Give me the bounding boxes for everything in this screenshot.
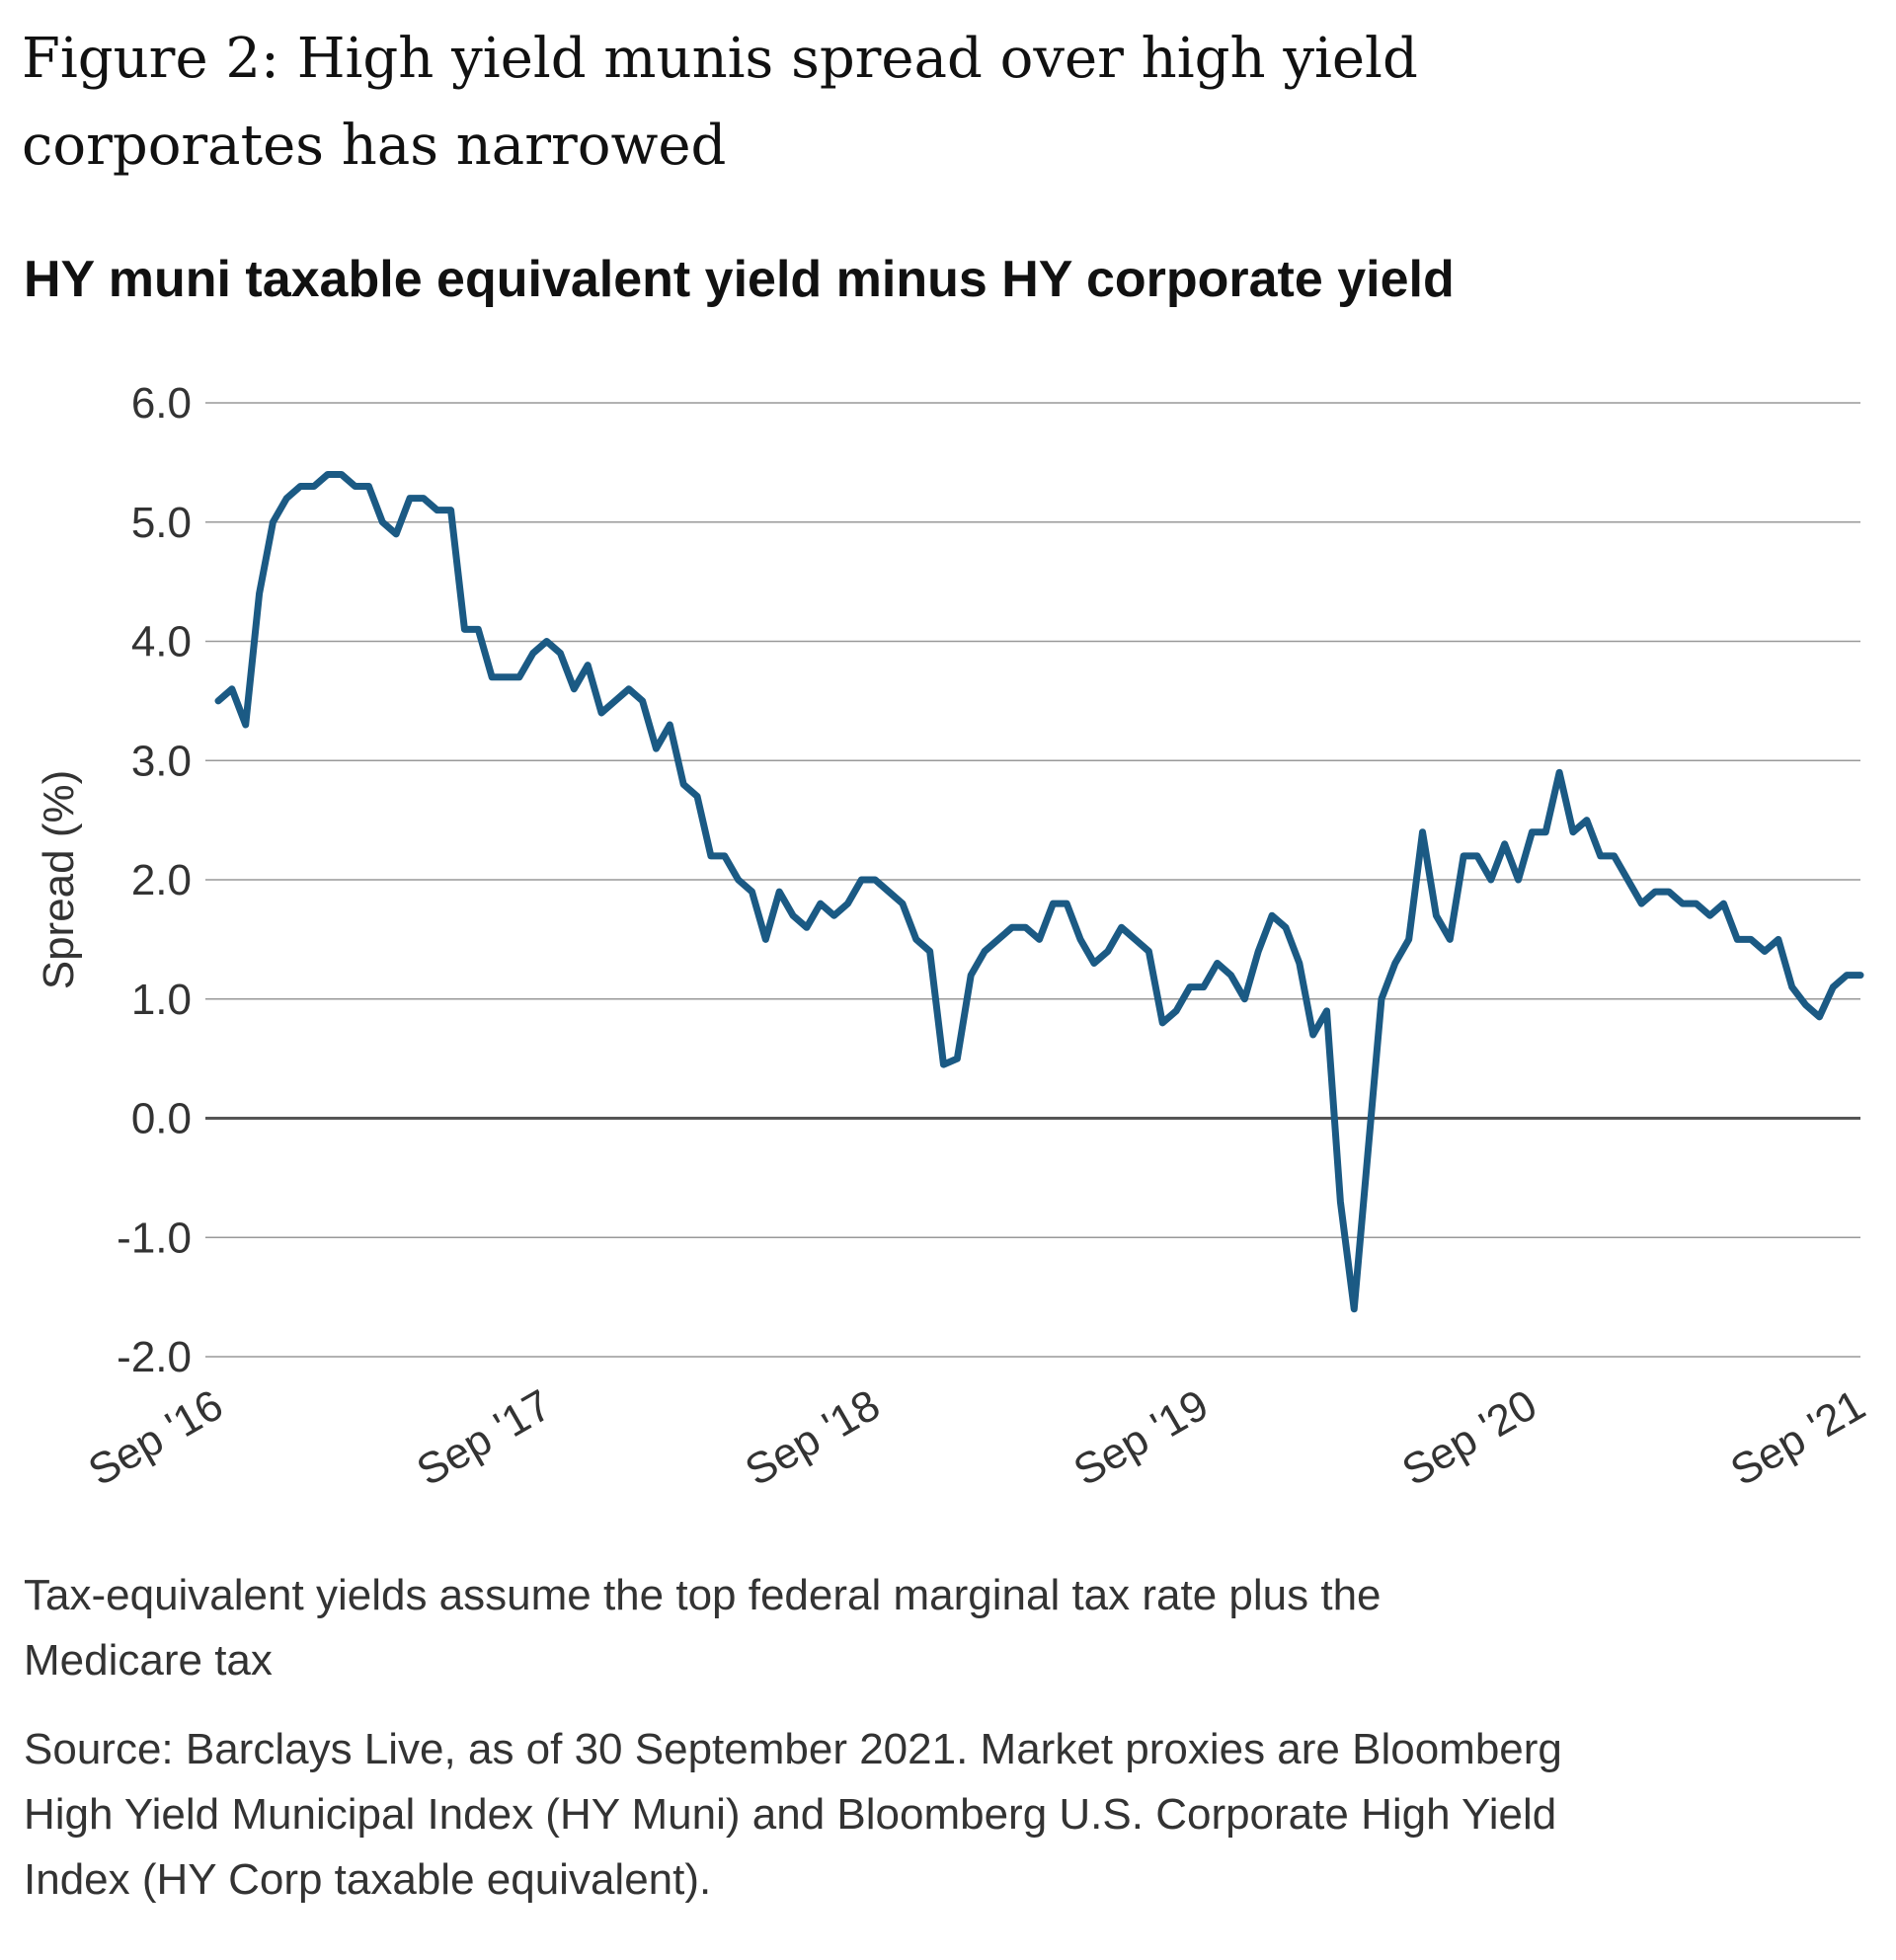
- chart-title: corporates has narrowed: [22, 114, 726, 178]
- x-tick-label: Sep '17: [409, 1380, 560, 1495]
- footnote: Source: Barclays Live, as of 30 Septembe…: [24, 1725, 1562, 1773]
- y-tick-label: 1.0: [131, 976, 192, 1024]
- footnote: Tax-equivalent yields assume the top fed…: [24, 1571, 1382, 1619]
- x-tick-label: Sep '20: [1394, 1380, 1545, 1495]
- y-tick-label: 4.0: [131, 618, 192, 666]
- y-tick-label: 3.0: [131, 737, 192, 785]
- y-tick-label: 6.0: [131, 379, 192, 428]
- x-tick-label: Sep '18: [738, 1380, 889, 1495]
- chart-subtitle: HY muni taxable equivalent yield minus H…: [24, 251, 1455, 308]
- x-tick-label: Sep '16: [80, 1380, 231, 1495]
- x-tick-label: Sep '21: [1722, 1380, 1873, 1495]
- y-axis-label: Spread (%): [35, 770, 83, 990]
- data-line: [214, 470, 1864, 1313]
- y-tick-label: -1.0: [117, 1214, 192, 1262]
- y-tick-label: 5.0: [131, 499, 192, 547]
- y-tick-label: -2.0: [117, 1333, 192, 1381]
- y-tick-label: 0.0: [131, 1095, 192, 1143]
- y-tick-label: 2.0: [131, 856, 192, 904]
- footnote: Medicare tax: [24, 1636, 273, 1685]
- footnote: Index (HY Corp taxable equivalent).: [24, 1855, 711, 1904]
- footnote: High Yield Municipal Index (HY Muni) and…: [24, 1790, 1556, 1839]
- chart-title: Figure 2: High yield munis spread over h…: [22, 27, 1418, 91]
- x-tick-label: Sep '19: [1066, 1380, 1217, 1495]
